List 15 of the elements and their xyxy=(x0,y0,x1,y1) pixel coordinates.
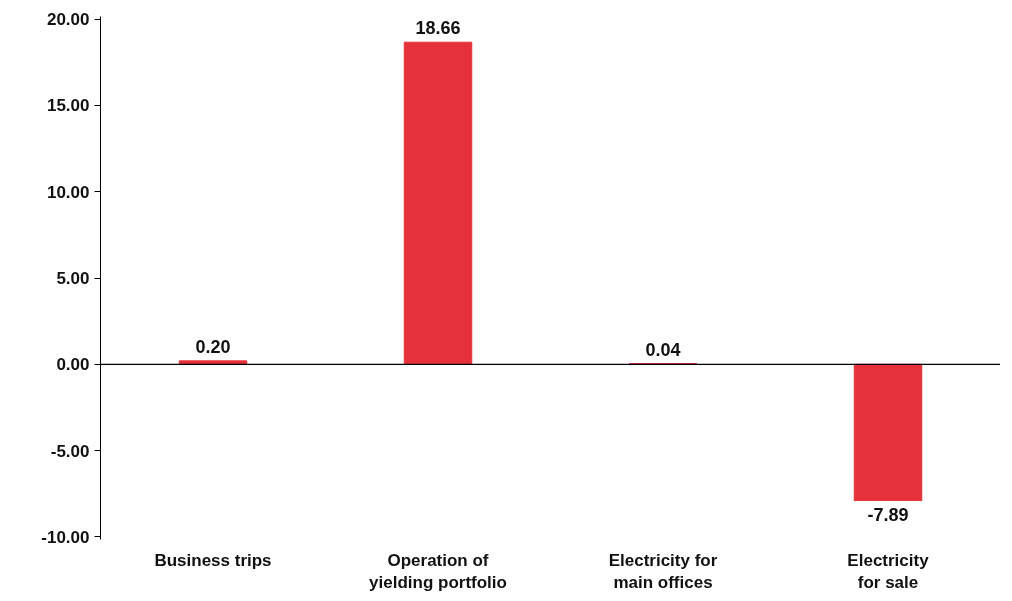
y-tick-label: 10.00 xyxy=(46,182,90,202)
y-tick-label: 15.00 xyxy=(46,96,90,116)
x-tick-label: Operation of yielding portfolio xyxy=(369,550,507,593)
y-tick-label: -10.00 xyxy=(41,527,90,547)
x-tick-label: Electricity for sale xyxy=(847,550,930,593)
data-label: -7.89 xyxy=(867,505,909,526)
data-label: 0.04 xyxy=(645,339,681,360)
data-label: 0.20 xyxy=(195,336,231,357)
data-label: 18.66 xyxy=(415,18,461,39)
y-tick-label: 5.00 xyxy=(56,269,90,288)
y-tick-label: -5.00 xyxy=(50,441,90,461)
x-tick-label: Business trips xyxy=(154,550,272,570)
y-tick-label: 0.00 xyxy=(56,355,90,375)
x-tick-label: Electricity for main offices xyxy=(608,550,718,593)
y-tick-label: 20.00 xyxy=(46,10,90,30)
